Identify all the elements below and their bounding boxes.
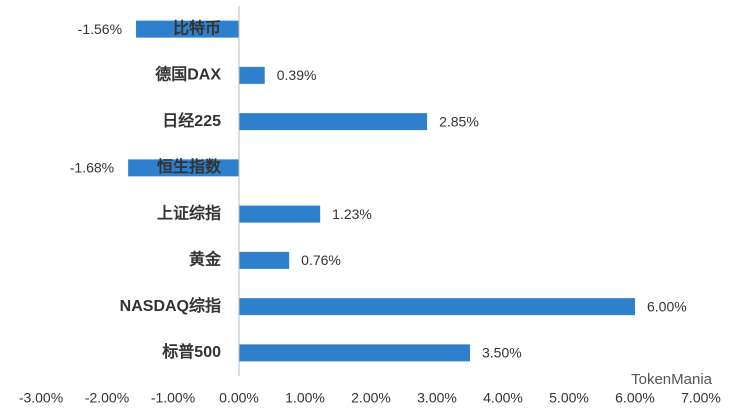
bar xyxy=(239,205,321,223)
bar xyxy=(239,66,265,84)
category-label: 恒生指数 xyxy=(157,157,222,176)
category-label: 日经225 xyxy=(162,111,221,130)
category-label: 德国DAX xyxy=(155,65,221,84)
value-label: 0.76% xyxy=(301,252,341,268)
category-label: NASDAQ综指 xyxy=(120,296,221,315)
bar xyxy=(239,298,635,316)
bar xyxy=(239,344,470,362)
value-label: 1.23% xyxy=(332,206,372,222)
x-tick-label: 1.00% xyxy=(285,390,325,406)
category-label: 上证综指 xyxy=(157,203,221,222)
x-tick-label: -2.00% xyxy=(85,390,129,406)
x-tick-label: 3.00% xyxy=(417,390,457,406)
value-label: 3.50% xyxy=(482,345,522,361)
value-label: 6.00% xyxy=(647,298,687,314)
value-label: -1.68% xyxy=(70,160,114,176)
category-label: 标普500 xyxy=(161,342,221,361)
x-tick-label: 7.00% xyxy=(681,390,721,406)
value-label: -1.56% xyxy=(78,21,122,37)
x-tick-label: 4.00% xyxy=(483,390,523,406)
category-label: 黄金 xyxy=(189,250,222,269)
x-tick-label: 6.00% xyxy=(615,390,655,406)
bar xyxy=(136,20,239,38)
category-label: 比特币 xyxy=(173,18,221,37)
x-tick-label: -3.00% xyxy=(19,390,63,406)
x-tick-label: 0.00% xyxy=(219,390,259,406)
value-label: 0.39% xyxy=(277,67,317,83)
x-tick-label: -1.00% xyxy=(151,390,195,406)
watermark: TokenMania xyxy=(631,371,713,388)
value-label: 2.85% xyxy=(439,113,479,129)
bar xyxy=(128,159,239,177)
x-tick-label: 5.00% xyxy=(549,390,589,406)
bar xyxy=(239,113,428,131)
bar xyxy=(239,251,290,269)
x-tick-label: 2.00% xyxy=(351,390,391,406)
